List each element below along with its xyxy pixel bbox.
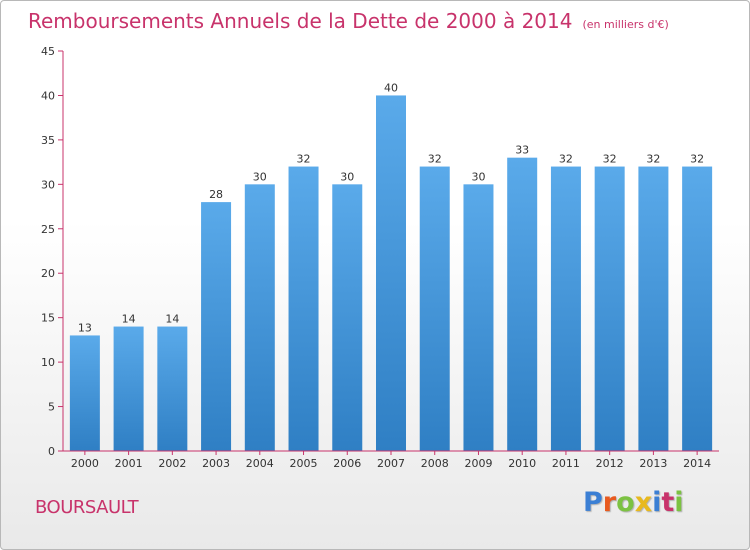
y-tick-label-30: 30 [41,178,55,191]
logo-letter: i [674,487,684,518]
data-label-2013: 32 [646,153,660,166]
bar-2002 [157,326,188,451]
y-tick-label-20: 20 [41,267,55,280]
data-labels-group: 13 14 14 28 30 32 30 40 32 30 33 32 32 32 32 [78,81,704,334]
data-label-2008: 32 [428,153,442,166]
bar-2006 [332,184,363,452]
x-tick-label-2012: 2012 [596,457,624,470]
logo-letter: o [616,487,635,518]
proxiti-logo: Proxiti [583,487,684,518]
y-tick-label-35: 35 [41,134,55,147]
data-label-2012: 32 [603,153,617,166]
x-tick-label-2009: 2009 [464,457,492,470]
data-label-2011: 32 [559,153,573,166]
place-name: BOURSAULT [35,497,139,518]
data-label-2002: 14 [165,313,179,326]
y-axis: 0 5 10 15 20 25 30 35 40 45 [41,45,64,458]
logo-letter: r [602,487,617,518]
x-tick-label-2011: 2011 [552,457,580,470]
data-label-2014: 32 [690,153,704,166]
data-label-2005: 32 [297,153,311,166]
x-tick-label-2000: 2000 [71,457,99,470]
bar-2007 [376,95,406,451]
y-tick-label-10: 10 [41,356,55,369]
x-tick-label-2005: 2005 [290,457,318,470]
data-label-2006: 30 [340,170,354,183]
x-tick-label-2004: 2004 [246,457,274,470]
x-tick-label-2002: 2002 [158,457,186,470]
data-label-2010: 33 [515,144,529,157]
data-label-2004: 30 [253,170,267,183]
bar-2000 [69,335,100,451]
bar-2012 [594,166,625,452]
bar-2008 [419,166,450,452]
data-label-2007: 40 [384,81,398,94]
y-tick-label-40: 40 [41,89,55,102]
x-tick-label-2013: 2013 [639,457,667,470]
data-label-2003: 28 [209,188,223,201]
chart-title-unit: (en milliers d'€) [582,18,669,31]
y-tick-label-25: 25 [41,223,55,236]
bar-2004 [244,184,275,452]
bar-2001 [113,326,144,451]
y-tick-label-0: 0 [48,445,55,458]
data-label-2000: 13 [78,321,92,334]
logo-letter: x [634,487,653,518]
chart-title-text: Remboursements Annuels de la Dette de 20… [28,9,573,33]
bar-2009 [463,184,494,452]
x-tick-label-2007: 2007 [377,457,405,470]
chart-title: Remboursements Annuels de la Dette de 20… [28,9,669,33]
x-tick-label-2008: 2008 [421,457,449,470]
y-tick-label-45: 45 [41,45,55,58]
logo-letter: P [583,487,603,518]
data-label-2009: 30 [471,170,485,183]
bar-2010 [507,157,538,451]
bar-2003 [201,202,232,451]
bar-2013 [638,166,669,452]
y-tick-label-5: 5 [48,401,55,414]
bar-2011 [550,166,581,452]
x-axis: 2000 2001 2002 2003 2004 2005 2006 2007 2008 2009… [63,450,719,470]
y-tick-label-15: 15 [41,312,55,325]
logo-letter: i [652,487,662,518]
data-label-2001: 14 [122,313,136,326]
bar-2014 [682,166,713,452]
x-tick-label-2001: 2001 [115,457,143,470]
x-tick-label-2010: 2010 [508,457,536,470]
x-tick-label-2014: 2014 [683,457,711,470]
bar-2005 [288,166,319,452]
x-tick-label-2003: 2003 [202,457,230,470]
x-tick-label-2006: 2006 [333,457,361,470]
bars-group [69,95,713,452]
logo-letter: t [661,487,675,518]
